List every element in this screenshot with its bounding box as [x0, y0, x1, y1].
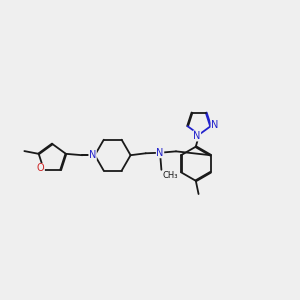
Text: N: N	[193, 131, 201, 141]
Text: O: O	[37, 164, 44, 173]
Text: CH₃: CH₃	[163, 171, 178, 180]
Text: N: N	[211, 120, 218, 130]
Text: N: N	[89, 150, 96, 160]
Text: N: N	[156, 148, 164, 158]
